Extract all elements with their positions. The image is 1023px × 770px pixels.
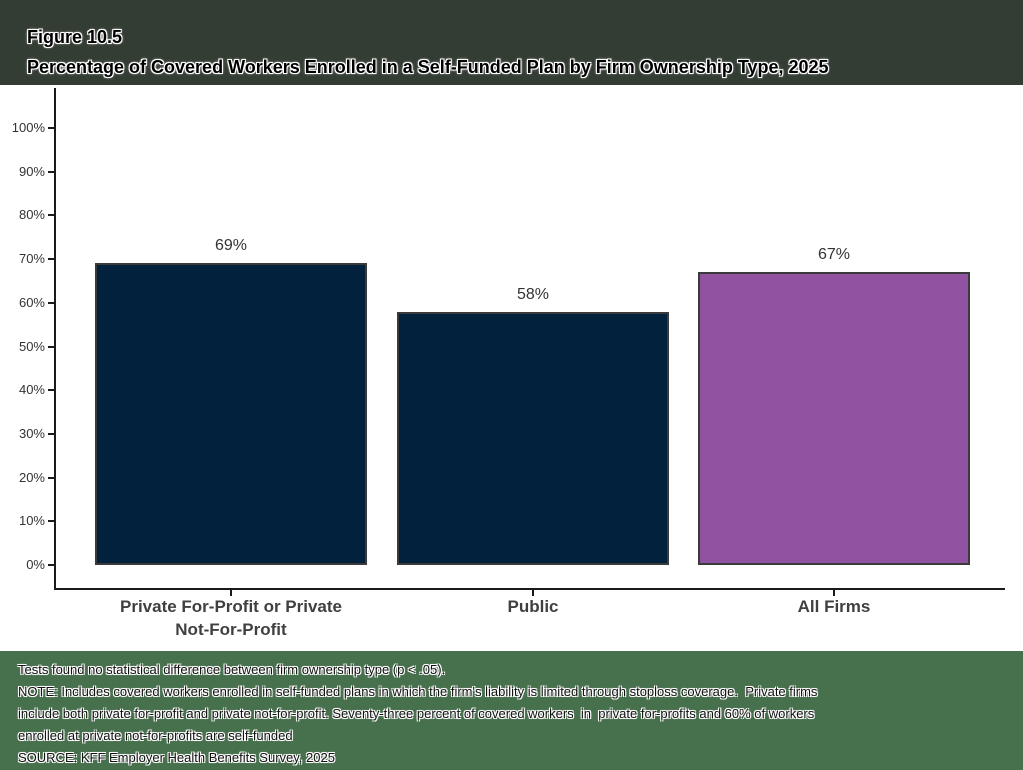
x-tick-mark: [833, 590, 835, 596]
bar-value-label: 69%: [214, 237, 248, 255]
x-tick-mark: [230, 590, 232, 596]
y-tick-mark: [48, 476, 54, 479]
x-axis-line: [54, 588, 1005, 590]
page-backdrop-bottom: [0, 651, 1023, 770]
bar-1: [95, 263, 367, 565]
chart-title: Percentage of Covered Workers Enrolled i…: [27, 57, 829, 77]
y-tick-label: 50%: [18, 338, 45, 354]
y-tick-mark: [48, 301, 54, 304]
y-tick-mark: [48, 389, 54, 392]
y-tick-label: 0%: [26, 557, 45, 572]
y-tick-label: 20%: [18, 469, 45, 485]
y-tick-mark: [48, 258, 54, 261]
category-label: All Firms: [674, 595, 994, 618]
y-axis-line: [54, 88, 56, 590]
bar-3: [698, 272, 970, 565]
footnote-line: NOTE: Includes covered workers enrolled …: [18, 684, 818, 699]
bar-value-label: 58%: [516, 285, 550, 303]
y-tick-label: 100%: [11, 120, 45, 135]
y-tick-mark: [48, 170, 54, 173]
y-tick-mark: [48, 564, 54, 566]
page-backdrop-top: [0, 0, 1023, 85]
figure-number: Figure 10.5: [27, 27, 123, 47]
y-tick-mark: [48, 432, 54, 435]
category-label-line: Not-For-Profit: [175, 620, 287, 639]
y-tick-label: 70%: [18, 251, 45, 267]
footnote-line: enrolled at private not-for-profits are …: [18, 728, 293, 743]
y-tick-label: 90%: [18, 163, 45, 179]
footnotes: Tests found no statistical difference be…: [18, 659, 1008, 769]
y-tick-label: 40%: [18, 382, 45, 398]
footnote-line: include both private for-profit and priv…: [18, 706, 815, 721]
category-label-line: Public: [507, 597, 559, 616]
y-tick-label: 10%: [18, 513, 45, 529]
y-tick-mark: [48, 214, 54, 217]
category-label: Public: [373, 595, 693, 618]
y-tick-mark: [48, 520, 54, 523]
x-tick-mark: [532, 590, 534, 596]
bar-2: [397, 311, 669, 565]
chart-header: Figure 10.5 Percentage of Covered Worker…: [27, 26, 829, 78]
y-tick-label: 30%: [18, 425, 45, 441]
chart-panel: 0% 10% 20% 30% 40% 50% 60% 70% 80% 90% 100% 69% 58%…: [0, 85, 1023, 651]
bar-value-label: 67%: [817, 246, 851, 264]
category-label: Private For-Profit or Private Not-For-Pro…: [71, 595, 391, 641]
y-tick-label: 80%: [18, 207, 45, 223]
category-label-line: All Firms: [797, 597, 871, 616]
footnote-line: SOURCE: KFF Employer Health Benefits Sur…: [18, 750, 335, 765]
y-tick-mark: [48, 345, 54, 348]
footnote-line: Tests found no statistical difference be…: [18, 662, 446, 677]
category-label-line: Private For-Profit or Private: [119, 597, 342, 616]
y-tick-label: 60%: [18, 294, 45, 310]
y-tick-mark: [48, 127, 54, 129]
